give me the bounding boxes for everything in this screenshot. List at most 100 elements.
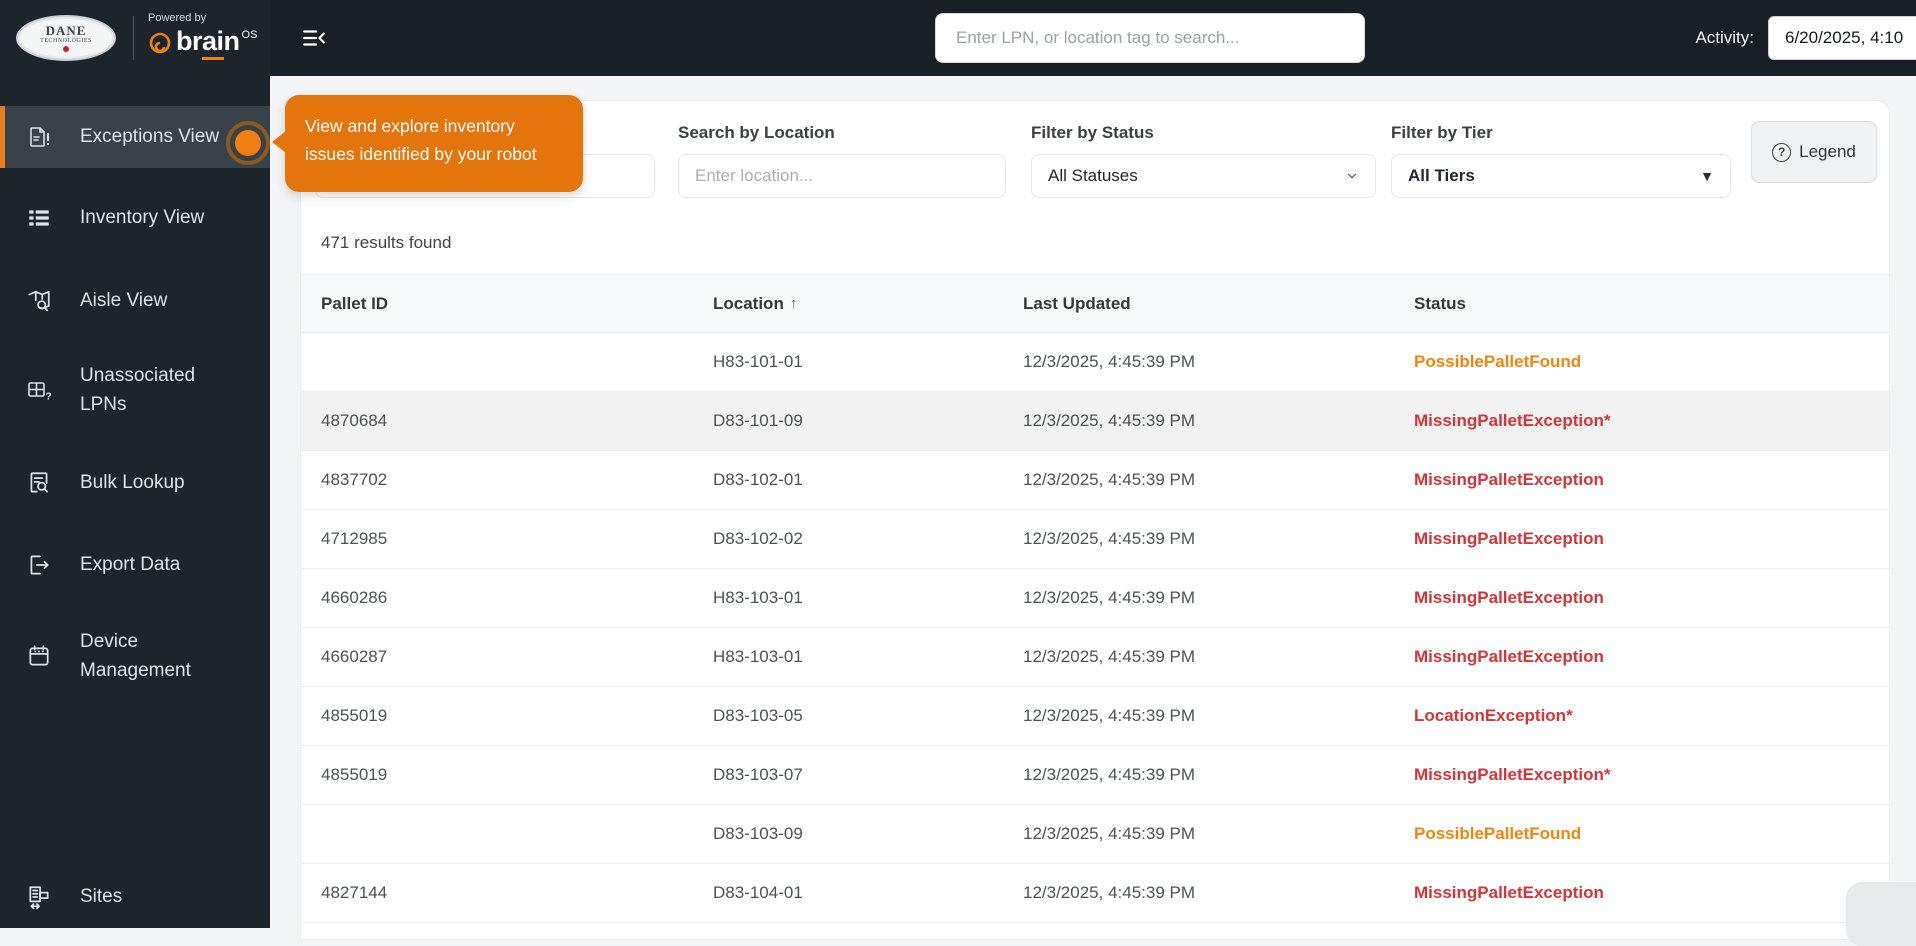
- sidebar-item-inventory-view[interactable]: Inventory View: [0, 187, 270, 249]
- cell-pallet-id: 4660286: [321, 588, 388, 607]
- cell-last-updated: 12/3/2025, 4:45:39 PM: [1023, 647, 1196, 666]
- cell-last-updated: 12/3/2025, 4:45:39 PM: [1023, 883, 1196, 902]
- header-pallet-id[interactable]: Pallet ID: [321, 293, 389, 313]
- cell-status: MissingPalletException: [1414, 529, 1604, 548]
- brain-os-suffix: OS: [241, 29, 258, 41]
- table-row[interactable]: 4660287 H83-103-01 12/3/2025, 4:45:39 PM…: [301, 628, 1889, 687]
- sidebar-item-label: Bulk Lookup: [80, 472, 185, 494]
- cell-last-updated: 12/3/2025, 4:45:39 PM: [1023, 706, 1196, 725]
- table-row[interactable]: 4837702 D83-102-01 12/3/2025, 4:45:39 PM…: [301, 451, 1889, 510]
- table-row[interactable]: 4855019 D83-103-05 12/3/2025, 4:45:39 PM…: [301, 687, 1889, 746]
- brainos-swirl-icon: [149, 32, 171, 54]
- brand-area: DANE TECHNOLOGIES Powered by brain OS: [0, 0, 270, 76]
- document-search-icon: [26, 470, 52, 496]
- table-row[interactable]: 4870684 D83-101-09 12/3/2025, 4:45:39 PM…: [301, 392, 1889, 451]
- floating-corner-widget[interactable]: [1846, 882, 1916, 946]
- cell-pallet-id: 4712985: [321, 529, 388, 548]
- activity-label: Activity:: [1695, 28, 1754, 47]
- cell-status: MissingPalletException*: [1414, 765, 1611, 784]
- cell-last-updated: 12/3/2025, 4:45:39 PM: [1023, 824, 1196, 843]
- powered-by-label: Powered by: [148, 12, 207, 24]
- cell-location: H83-103-01: [713, 647, 803, 666]
- cell-location: H83-101-01: [713, 352, 803, 371]
- tier-filter-select[interactable]: All Tiers ▼: [1391, 154, 1731, 198]
- cell-status: LocationException*: [1414, 706, 1573, 725]
- table-row[interactable]: 4827144 D83-104-01 12/3/2025, 4:45:39 PM…: [301, 864, 1889, 923]
- sidebar-collapse-button[interactable]: [298, 22, 330, 54]
- logo-divider: [133, 16, 134, 60]
- table-row[interactable]: D83-103-09 12/3/2025, 4:45:39 PM Possibl…: [301, 805, 1889, 864]
- legend-button-label: Legend: [1799, 142, 1856, 161]
- export-icon: [26, 552, 52, 578]
- cell-pallet-id: 4660287: [321, 647, 388, 666]
- cell-location: D83-103-07: [713, 765, 803, 784]
- table-row[interactable]: 4712985 D83-102-02 12/3/2025, 4:45:39 PM…: [301, 510, 1889, 569]
- map-search-icon: [26, 288, 52, 314]
- legend-button[interactable]: ? Legend: [1751, 121, 1877, 183]
- cell-location: D83-101-09: [713, 411, 803, 430]
- cell-pallet-id: 4827144: [321, 883, 388, 902]
- sidebar-item-bulk-lookup[interactable]: Bulk Lookup: [0, 452, 270, 514]
- tier-filter-label: Filter by Tier: [1391, 123, 1493, 142]
- cell-pallet-id: 4855019: [321, 765, 388, 784]
- header-location[interactable]: Location ↑: [713, 293, 798, 313]
- tooltip-arrow: [272, 131, 286, 153]
- main-content: Search by Location Filter by Status All …: [270, 76, 1916, 946]
- onboarding-beacon-dot: [235, 130, 261, 156]
- location-filter-label: Search by Location: [678, 123, 835, 142]
- topbar: DANE TECHNOLOGIES Powered by brain OS: [0, 0, 1916, 76]
- cell-location: D83-102-01: [713, 470, 803, 489]
- exceptions-panel: Search by Location Filter by Status All …: [300, 100, 1890, 940]
- triangle-down-icon: ▼: [1700, 168, 1714, 184]
- cell-location: D83-104-01: [713, 883, 803, 902]
- sidebar-item-label: Exceptions View: [80, 126, 220, 148]
- chevron-down-icon: [1347, 173, 1357, 179]
- onboarding-tooltip: View and explore inventory issues identi…: [272, 95, 583, 192]
- exceptions-table: Pallet ID Location ↑ Last Updated Status …: [301, 274, 1889, 923]
- sidebar-item-aisle-view[interactable]: Aisle View: [0, 270, 270, 332]
- list-icon: [26, 205, 52, 231]
- status-filter-value: All Statuses: [1048, 166, 1138, 185]
- onboarding-beacon[interactable]: [226, 121, 270, 165]
- sidebar-item-label: Unassociated LPNs: [80, 364, 196, 415]
- table-header-row: Pallet ID Location ↑ Last Updated Status: [301, 274, 1889, 333]
- cell-pallet-id: 4837702: [321, 470, 388, 489]
- sidebar-item-sites[interactable]: Sites: [0, 866, 270, 928]
- global-search-input[interactable]: [935, 13, 1365, 63]
- sidebar-item-export-data[interactable]: Export Data: [0, 534, 270, 596]
- activity-datetime-field[interactable]: 6/20/2025, 4:10: [1768, 16, 1916, 60]
- location-search-input[interactable]: [678, 154, 1006, 198]
- cell-last-updated: 12/3/2025, 4:45:39 PM: [1023, 352, 1196, 371]
- table-row[interactable]: H83-101-01 12/3/2025, 4:45:39 PM Possibl…: [301, 333, 1889, 392]
- cell-location: D83-102-02: [713, 529, 803, 548]
- sidebar: Exceptions View Inventory View Aisle Vie…: [0, 76, 270, 928]
- results-count: 471 results found: [321, 233, 452, 252]
- sort-ascending-icon: ↑: [789, 295, 798, 312]
- table-row[interactable]: 4660286 H83-103-01 12/3/2025, 4:45:39 PM…: [301, 569, 1889, 628]
- sidebar-item-label: Device Management: [80, 630, 191, 681]
- sidebar-item-label: Aisle View: [80, 290, 168, 312]
- cell-status: PossiblePalletFound: [1414, 824, 1582, 843]
- document-alert-icon: [26, 124, 52, 150]
- sidebar-item-device-management[interactable]: Device Management: [0, 610, 270, 702]
- tooltip-text: View and explore inventory issues identi…: [305, 116, 537, 164]
- cell-last-updated: 12/3/2025, 4:45:39 PM: [1023, 588, 1196, 607]
- header-status[interactable]: Status: [1414, 293, 1466, 313]
- header-last-updated[interactable]: Last Updated: [1023, 293, 1131, 313]
- sidebar-item-unassociated-lpns[interactable]: ? Unassociated LPNs: [0, 344, 270, 436]
- status-filter-label: Filter by Status: [1031, 123, 1154, 142]
- tier-filter-value: All Tiers: [1408, 166, 1475, 185]
- sites-building-icon: [26, 884, 52, 910]
- table-row[interactable]: 4855019 D83-103-07 12/3/2025, 4:45:39 PM…: [301, 746, 1889, 805]
- brain-wordmark: brain: [176, 26, 240, 60]
- sidebar-item-exceptions-view[interactable]: Exceptions View: [0, 106, 270, 168]
- status-filter-select[interactable]: All Statuses: [1031, 154, 1376, 198]
- cell-status: MissingPalletException*: [1414, 411, 1611, 430]
- cell-status: MissingPalletException: [1414, 470, 1604, 489]
- calendar-device-icon: [26, 643, 52, 669]
- cell-last-updated: 12/3/2025, 4:45:39 PM: [1023, 529, 1196, 548]
- dane-logo-subtext: TECHNOLOGIES: [40, 38, 92, 44]
- cell-last-updated: 12/3/2025, 4:45:39 PM: [1023, 411, 1196, 430]
- table-body: H83-101-01 12/3/2025, 4:45:39 PM Possibl…: [301, 333, 1889, 923]
- question-circle-icon: ?: [1772, 142, 1792, 162]
